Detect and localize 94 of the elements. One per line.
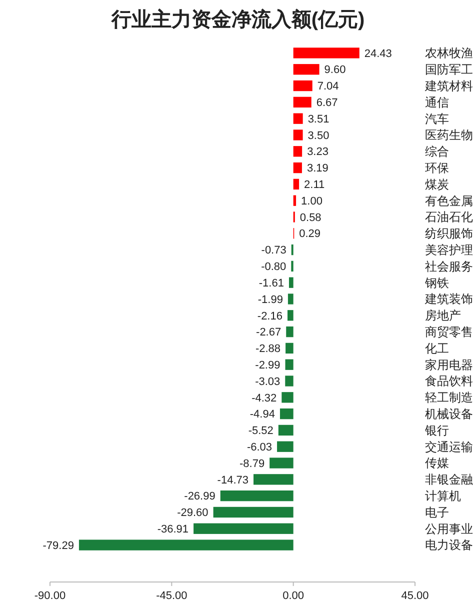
bar [293, 48, 360, 58]
bar [293, 64, 320, 75]
bar [293, 178, 300, 190]
bar [293, 146, 302, 157]
data-label: -4.32 [252, 392, 277, 404]
bar [293, 195, 296, 206]
y-tick-label: 房地产 [425, 308, 461, 323]
data-label: 7.04 [317, 80, 339, 93]
bar [285, 359, 294, 370]
bar [286, 342, 294, 354]
data-label: -1.61 [258, 277, 284, 290]
data-label: -29.60 [177, 507, 208, 520]
y-tick-label: 农林牧渔 [425, 46, 473, 60]
bar [293, 130, 303, 140]
y-tick-label: 汽车 [425, 112, 449, 126]
y-tick-label: 有色金属 [425, 194, 473, 208]
data-label: -36.91 [157, 523, 189, 536]
bar [270, 458, 294, 468]
data-label: -79.29 [42, 540, 74, 552]
y-tick-label: 传媒 [425, 456, 449, 470]
data-label: 0.58 [300, 212, 322, 224]
y-tick-label: 建筑装饰 [424, 292, 473, 306]
bar [293, 80, 312, 92]
bar [286, 326, 294, 338]
y-tick-label: 社会服务 [425, 259, 473, 274]
y-tick-label: 轻工制造 [425, 390, 473, 405]
y-tick-label: 非银金融 [425, 472, 473, 487]
data-label: -2.16 [257, 310, 282, 322]
y-tick-label: 机械设备 [425, 407, 473, 422]
data-label: 24.43 [364, 48, 392, 60]
y-tick-label: 美容护理 [425, 242, 473, 257]
y-tick-label: 化工 [425, 341, 449, 356]
chart-title: 行业主力资金净流入额(亿元) [110, 8, 365, 31]
bar [288, 294, 294, 304]
y-tick-label: 电力设备 [425, 538, 473, 552]
y-tick-label: 建筑材料 [424, 78, 473, 93]
y-tick-label: 石油石化 [425, 210, 473, 224]
x-tick-label: 45.00 [401, 590, 429, 602]
bar [213, 506, 294, 518]
y-tick-label: 环保 [425, 160, 449, 175]
data-label: 3.50 [308, 130, 330, 142]
y-tick-label: 电子 [425, 505, 449, 520]
bar [194, 523, 294, 534]
data-label: 3.23 [307, 146, 328, 158]
y-tick-label: 纺织服饰 [425, 226, 473, 241]
data-label: 3.19 [306, 162, 328, 175]
y-tick-label: 家用电器 [425, 358, 473, 372]
bar [293, 162, 302, 174]
data-label: -5.52 [248, 425, 274, 438]
data-label: -26.99 [184, 490, 216, 503]
y-tick-label: 钢铁 [424, 276, 449, 290]
data-label: -0.73 [261, 244, 286, 257]
y-tick-label: 计算机 [425, 489, 461, 504]
data-label: -0.80 [261, 261, 286, 274]
y-tick-label: 国防军工 [425, 62, 473, 77]
x-tick-label: 0.00 [282, 590, 304, 602]
data-label: -3.03 [255, 376, 280, 388]
data-label: -1.99 [258, 294, 283, 306]
bar [220, 490, 294, 502]
data-label: 3.51 [308, 113, 330, 126]
x-tick-label: -90.00 [34, 590, 66, 602]
bar [285, 376, 294, 386]
bar [282, 392, 294, 403]
data-label: 6.67 [316, 97, 338, 110]
bar [287, 310, 294, 321]
bar [280, 408, 294, 420]
bar [278, 424, 294, 436]
y-tick-label: 商贸零售 [425, 325, 473, 340]
data-label: -4.94 [250, 408, 275, 421]
data-label: 1.00 [301, 195, 322, 208]
y-tick-label: 交通运输 [425, 440, 473, 454]
y-tick-label: 综合 [425, 144, 449, 159]
data-label: -6.03 [246, 441, 272, 454]
y-tick-label: 公用事业 [425, 522, 473, 536]
bar [293, 96, 312, 108]
data-label: -14.73 [217, 474, 249, 486]
data-label: 2.11 [304, 179, 325, 192]
data-label: 9.60 [324, 64, 346, 76]
y-tick-label: 医药生物 [425, 128, 473, 142]
bar [254, 474, 294, 485]
y-tick-label: 食品饮料 [425, 374, 473, 388]
y-tick-label: 通信 [425, 95, 449, 110]
x-tick-label: -45.00 [156, 590, 188, 602]
bar [277, 441, 294, 452]
bar [288, 277, 294, 288]
data-label: -8.79 [239, 458, 265, 470]
data-label: -2.67 [256, 326, 282, 339]
y-tick-label: 银行 [424, 423, 449, 438]
bar [293, 113, 303, 124]
y-tick-label: 煤炭 [425, 177, 449, 192]
bar [78, 540, 294, 550]
data-label: -2.88 [255, 343, 281, 356]
data-label: -2.99 [255, 359, 280, 372]
data-label: 0.29 [299, 228, 321, 240]
